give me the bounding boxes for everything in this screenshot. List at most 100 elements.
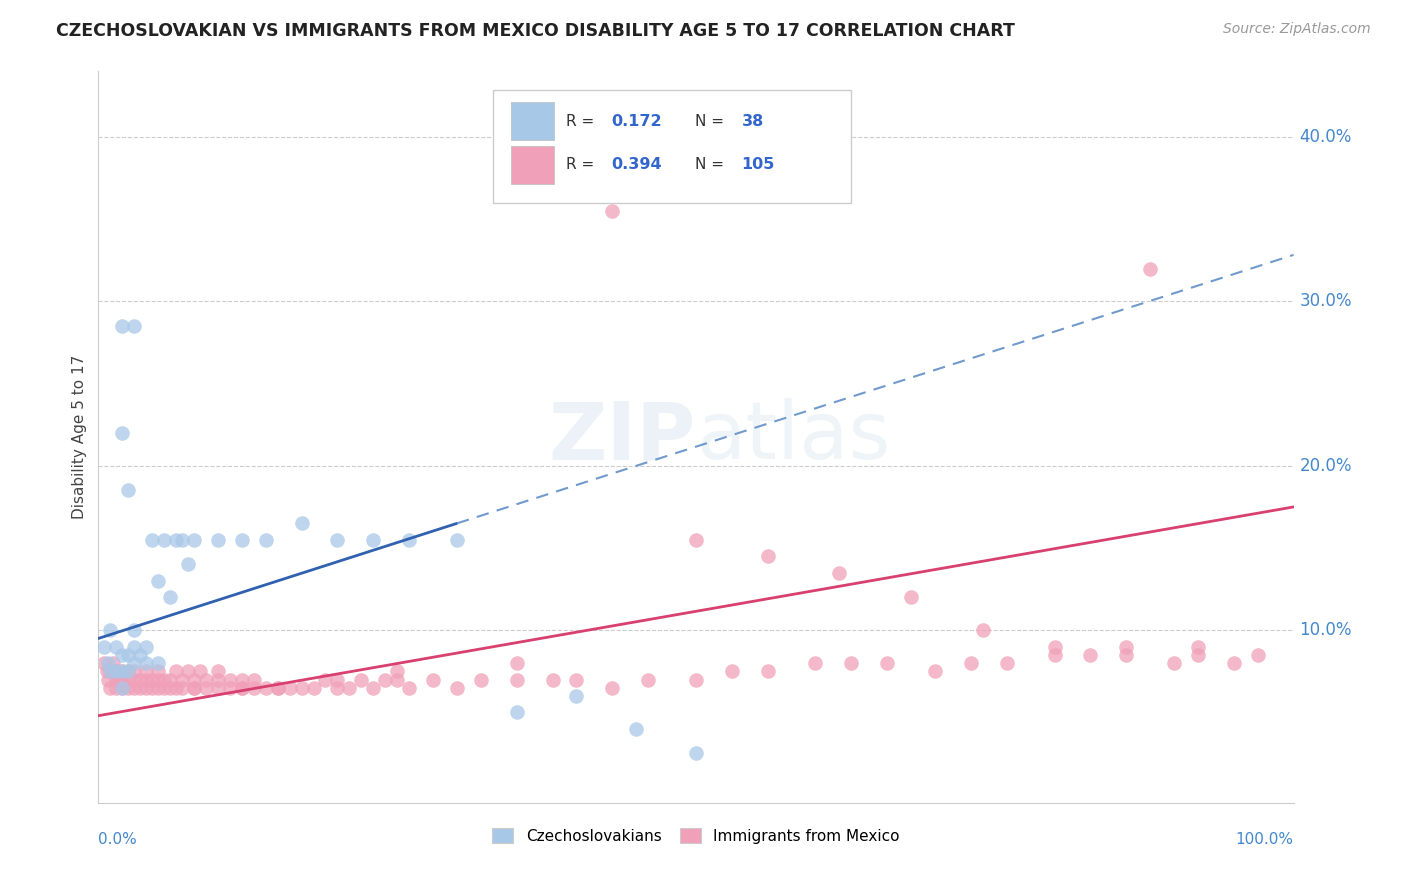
Point <box>177 558 200 572</box>
Point <box>291 516 314 531</box>
Point <box>172 681 194 695</box>
Point <box>243 681 266 695</box>
Point <box>207 533 229 547</box>
Point <box>876 656 898 670</box>
Point <box>685 533 707 547</box>
Point <box>756 665 779 679</box>
Point <box>98 665 122 679</box>
Point <box>141 681 163 695</box>
Point <box>326 673 349 687</box>
Point <box>188 665 211 679</box>
Point <box>117 648 139 662</box>
Point <box>124 640 146 654</box>
Point <box>685 747 707 761</box>
Point <box>219 673 242 687</box>
Point <box>129 648 152 662</box>
Text: 40.0%: 40.0% <box>1299 128 1353 146</box>
Text: 38: 38 <box>741 113 763 128</box>
Point <box>756 549 779 564</box>
Point <box>1043 640 1066 654</box>
Point <box>183 681 205 695</box>
Point <box>721 665 744 679</box>
Point <box>135 681 157 695</box>
Point <box>1187 648 1209 662</box>
Point <box>1187 640 1209 654</box>
Text: 20.0%: 20.0% <box>1299 457 1353 475</box>
Point <box>117 681 139 695</box>
Point <box>602 204 624 219</box>
Point <box>135 673 157 687</box>
Point <box>506 706 529 720</box>
Point <box>148 681 170 695</box>
Point <box>207 665 229 679</box>
Point <box>98 681 122 695</box>
Text: atlas: atlas <box>696 398 890 476</box>
Point <box>111 425 134 440</box>
Point <box>183 673 205 687</box>
Point <box>398 533 420 547</box>
Point <box>470 673 492 687</box>
Point <box>446 681 468 695</box>
Point <box>98 665 122 679</box>
Text: 0.172: 0.172 <box>612 113 662 128</box>
Text: 100.0%: 100.0% <box>1236 832 1294 847</box>
Point <box>111 648 134 662</box>
Point <box>374 673 396 687</box>
Point <box>177 665 200 679</box>
Point <box>350 673 373 687</box>
FancyBboxPatch shape <box>510 146 554 184</box>
Text: 30.0%: 30.0% <box>1299 293 1353 310</box>
Point <box>231 673 253 687</box>
Point <box>1043 648 1066 662</box>
Point <box>165 681 187 695</box>
FancyBboxPatch shape <box>494 90 852 203</box>
Point <box>117 665 139 679</box>
Point <box>254 681 277 695</box>
Legend: Czechoslovakians, Immigrants from Mexico: Czechoslovakians, Immigrants from Mexico <box>486 822 905 850</box>
Point <box>124 624 146 638</box>
Point <box>278 681 301 695</box>
Point <box>117 665 139 679</box>
Point <box>124 673 146 687</box>
Point <box>105 665 128 679</box>
Point <box>995 656 1018 670</box>
Point <box>326 681 349 695</box>
Point <box>565 689 588 703</box>
Point <box>267 681 290 695</box>
Point <box>602 681 624 695</box>
Text: 0.394: 0.394 <box>612 158 662 172</box>
Point <box>254 533 277 547</box>
Point <box>1223 656 1246 670</box>
Point <box>685 673 707 687</box>
Point <box>183 533 205 547</box>
Point <box>93 656 115 670</box>
Point <box>111 673 134 687</box>
Text: N =: N = <box>695 158 728 172</box>
Point <box>422 673 444 687</box>
Point <box>972 624 994 638</box>
Point <box>637 673 659 687</box>
Text: CZECHOSLOVAKIAN VS IMMIGRANTS FROM MEXICO DISABILITY AGE 5 TO 17 CORRELATION CHA: CZECHOSLOVAKIAN VS IMMIGRANTS FROM MEXIC… <box>56 22 1015 40</box>
Point <box>148 673 170 687</box>
Point <box>231 533 253 547</box>
Point <box>97 656 120 670</box>
Point <box>385 665 409 679</box>
Point <box>97 673 120 687</box>
Point <box>111 681 134 695</box>
Point <box>219 681 242 695</box>
Point <box>195 681 218 695</box>
Point <box>135 656 157 670</box>
Point <box>626 722 648 736</box>
Point <box>385 673 409 687</box>
Point <box>96 665 118 679</box>
Point <box>302 681 325 695</box>
Point <box>111 319 134 334</box>
Point <box>108 673 131 687</box>
Point <box>506 673 529 687</box>
Y-axis label: Disability Age 5 to 17: Disability Age 5 to 17 <box>72 355 87 519</box>
Point <box>105 665 128 679</box>
Point <box>153 673 176 687</box>
Point <box>135 640 157 654</box>
Text: 105: 105 <box>741 158 775 172</box>
Point <box>339 681 361 695</box>
